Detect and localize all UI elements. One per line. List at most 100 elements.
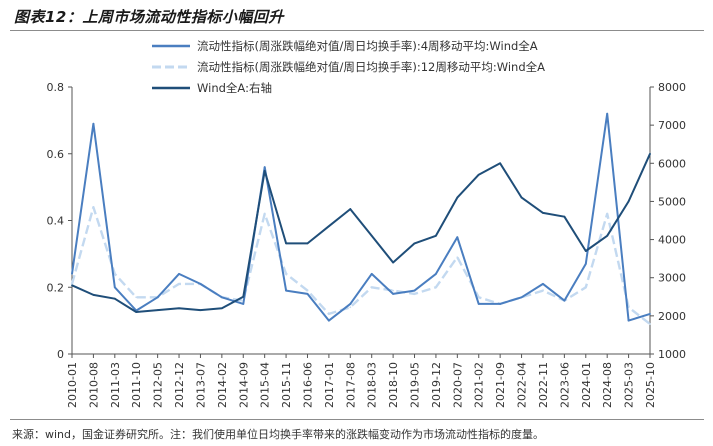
data-point xyxy=(135,296,138,299)
data-point xyxy=(349,208,352,210)
data-point xyxy=(563,299,566,302)
right-tick-label: 5000 xyxy=(658,195,686,208)
data-point xyxy=(435,273,437,275)
x-tick-label: 2014-02 xyxy=(216,362,229,408)
x-tick-label: 2024-08 xyxy=(601,362,614,408)
data-point xyxy=(71,273,73,275)
data-point xyxy=(113,286,116,289)
x-tick-label: 2022-04 xyxy=(516,362,529,408)
source-note: 来源：wind，国金证券研究所。注：我们使用单位日均换手率带来的涨跌幅变动作为市… xyxy=(12,428,545,441)
data-point xyxy=(477,296,480,299)
x-tick-label: 2011-10 xyxy=(130,362,143,408)
x-tick-label: 2019-05 xyxy=(409,362,422,408)
left-tick-label: 0 xyxy=(57,348,64,361)
left-tick-label: 0.4 xyxy=(47,215,65,228)
data-point xyxy=(413,242,416,245)
x-tick-label: 2024-01 xyxy=(580,362,593,408)
data-point xyxy=(392,261,395,264)
x-tick-label: 2025-10 xyxy=(644,362,657,408)
x-tick-label: 2025-03 xyxy=(623,362,636,408)
right-tick-label: 3000 xyxy=(658,272,686,285)
data-point xyxy=(563,215,566,218)
legend-label: 流动性指标(周涨跌幅绝对值/周日均换手率):12周移动平均:Wind全A xyxy=(197,60,545,74)
data-point xyxy=(199,283,202,285)
data-point xyxy=(542,211,544,214)
data-point xyxy=(306,242,309,245)
x-tick-label: 2010-08 xyxy=(87,362,100,408)
left-tick-label: 0.2 xyxy=(47,281,65,294)
x-tick-label: 2022-11 xyxy=(537,362,550,408)
data-point xyxy=(327,313,330,315)
data-point xyxy=(349,303,352,305)
data-point xyxy=(649,323,651,325)
data-point xyxy=(370,286,373,289)
data-point xyxy=(649,152,651,155)
right-tick-label: 4000 xyxy=(658,234,686,247)
left-tick-label: 0.6 xyxy=(47,148,65,161)
right-tick-label: 6000 xyxy=(658,157,686,170)
right-tick-label: 7000 xyxy=(658,119,686,132)
data-point xyxy=(263,170,266,172)
data-point xyxy=(542,283,544,285)
data-point xyxy=(456,236,459,239)
footer-divider xyxy=(10,419,704,420)
x-tick-label: 2015-11 xyxy=(280,362,293,408)
data-point xyxy=(649,313,651,315)
data-point xyxy=(584,262,587,265)
data-point xyxy=(220,296,223,299)
data-point xyxy=(285,242,287,245)
data-point xyxy=(606,112,609,115)
data-point xyxy=(71,283,73,285)
data-point xyxy=(392,289,395,292)
x-tick-label: 2015-04 xyxy=(259,362,272,408)
data-point xyxy=(370,273,373,275)
x-tick-label: 2012-05 xyxy=(152,362,165,408)
x-tick-label: 2013-07 xyxy=(194,362,207,408)
x-tick-label: 2021-02 xyxy=(473,362,486,408)
series-line-3 xyxy=(71,153,651,313)
data-point xyxy=(435,234,437,237)
data-point xyxy=(220,307,223,310)
data-point xyxy=(306,293,309,295)
data-point xyxy=(242,303,245,305)
x-tick-label: 2020-07 xyxy=(451,362,464,408)
data-point xyxy=(627,200,630,203)
data-point xyxy=(285,289,287,292)
data-point xyxy=(349,306,352,309)
data-point xyxy=(263,166,266,169)
x-tick-label: 2018-03 xyxy=(366,362,379,408)
data-point xyxy=(199,309,202,312)
data-point xyxy=(456,196,459,199)
data-point xyxy=(327,225,330,228)
title-area: 图表12：上周市场流动性指标小幅回升 xyxy=(0,0,713,34)
data-point xyxy=(584,286,587,289)
data-point xyxy=(178,273,180,275)
data-point xyxy=(92,293,95,296)
chart-area: 0 0.2 0.4 0.6 0.8 1000 2000 3000 4000 5000 6000 700… xyxy=(47,39,687,408)
x-tick-label: 2017-01 xyxy=(323,362,336,408)
right-tick-label: 1000 xyxy=(658,348,686,361)
data-point xyxy=(71,284,73,287)
data-point xyxy=(242,295,245,298)
x-tick-label: 2012-12 xyxy=(173,362,186,408)
x-tick-label: 2023-06 xyxy=(558,362,571,408)
data-point xyxy=(327,319,330,322)
series-line-1 xyxy=(71,112,651,322)
data-point xyxy=(178,283,180,285)
x-tick-label: 2019-12 xyxy=(430,362,443,408)
data-point xyxy=(456,256,459,259)
data-point xyxy=(113,297,116,300)
data-point xyxy=(178,307,180,310)
data-point xyxy=(520,196,523,199)
left-tick-label: 0.8 xyxy=(47,81,65,94)
data-point xyxy=(477,303,480,305)
data-point xyxy=(627,319,630,322)
data-point xyxy=(584,250,587,252)
x-tick-label: 2011-03 xyxy=(109,362,122,408)
series-line-2 xyxy=(70,205,651,325)
x-tick-label: 2017-08 xyxy=(344,362,357,408)
data-point xyxy=(413,293,416,295)
data-point xyxy=(413,289,416,292)
data-point xyxy=(392,293,395,295)
title-divider xyxy=(10,30,704,31)
